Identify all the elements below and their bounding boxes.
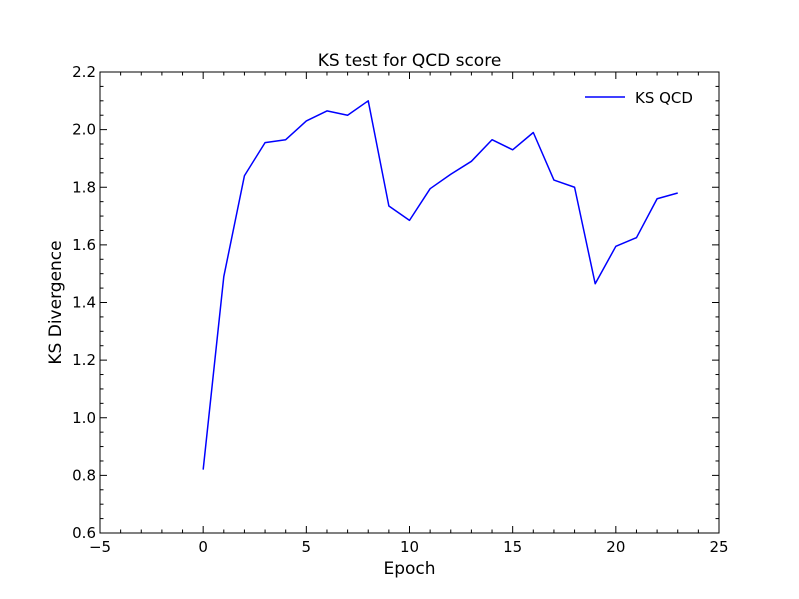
- x-tick-label: 0: [198, 538, 208, 556]
- x-axis-label: Epoch: [383, 559, 435, 579]
- x-tick-label: 5: [302, 538, 312, 556]
- x-tick-label: −5: [89, 538, 111, 556]
- legend-label-ks-qcd: KS QCD: [635, 89, 693, 107]
- y-tick-label: 1.2: [72, 351, 96, 369]
- y-tick-label: 1.4: [72, 294, 96, 312]
- legend: KS QCD: [585, 89, 693, 107]
- chart-title: KS test for QCD score: [318, 51, 502, 71]
- y-tick-label: 2.0: [72, 121, 96, 139]
- y-tick-label: 0.6: [72, 524, 96, 542]
- plot-area-frame: [99, 71, 720, 534]
- axis-ticks: −5 0 5 10 15 20 25 0.6 0.8 1.0 1.2 1.4 1.6 1.8 2.0 2.2: [72, 63, 728, 556]
- y-tick-label: 0.8: [72, 466, 96, 484]
- x-tick-label: 25: [709, 538, 728, 556]
- series-layer: [202, 100, 678, 470]
- x-tick-label: 15: [503, 538, 522, 556]
- y-tick-label: 2.2: [72, 63, 96, 81]
- series-line-ks-qcd: [202, 100, 678, 470]
- y-tick-label: 1.6: [72, 236, 96, 254]
- x-tick-label: 10: [400, 538, 419, 556]
- y-tick-label: 1.8: [72, 178, 96, 196]
- y-tick-label: 1.0: [72, 409, 96, 427]
- x-tick-label: 20: [606, 538, 625, 556]
- y-axis-label: KS Divergence: [46, 240, 66, 364]
